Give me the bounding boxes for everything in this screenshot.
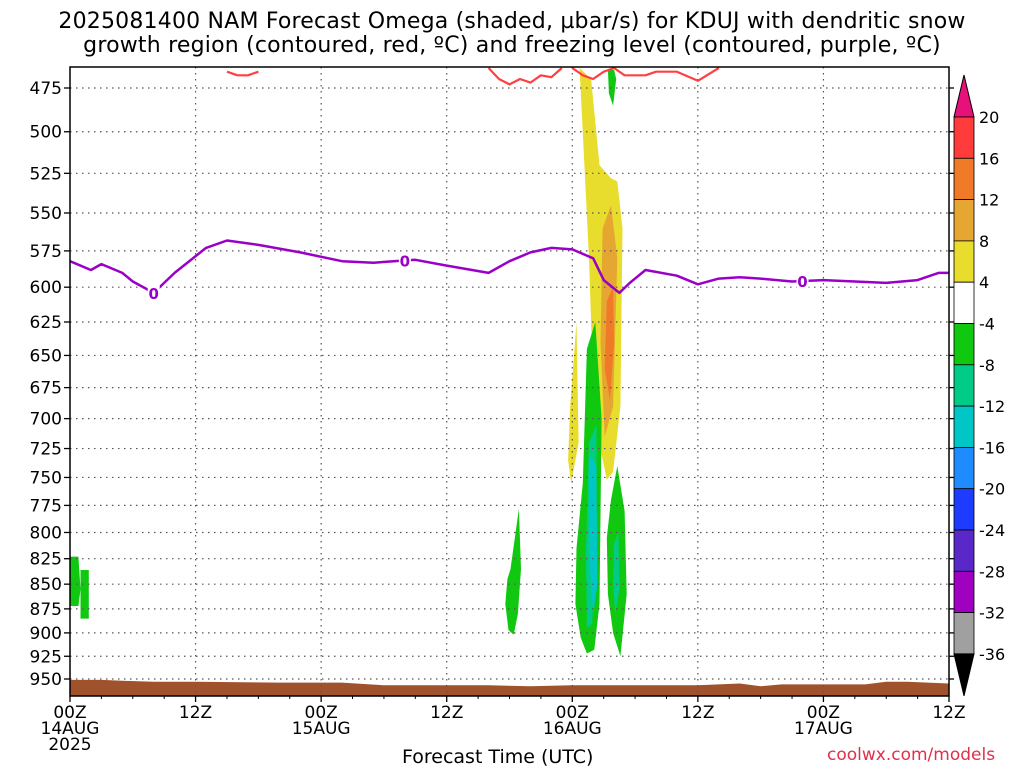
colorbar-bin — [953, 529, 975, 572]
colorbar-label: 12 — [979, 191, 999, 210]
colorbar-label: -28 — [979, 562, 1005, 581]
x-tick-label: 12Z — [179, 703, 212, 723]
omega-region — [589, 454, 598, 614]
omega-region — [505, 508, 521, 635]
colorbar-label: 4 — [979, 273, 989, 292]
colorbar-label: -20 — [979, 480, 1005, 499]
freezing-level-label-bg — [796, 273, 809, 290]
colorbar-bin — [953, 446, 975, 490]
y-tick-label: 875 — [30, 600, 62, 620]
y-tick-label: 750 — [30, 468, 62, 488]
x-tick-label: 12Z — [681, 703, 714, 723]
colorbar-bin — [953, 405, 975, 448]
x-axis-label: Forecast Time (UTC) — [402, 746, 594, 768]
dgz-contour — [571, 66, 720, 82]
colorbar-label: -36 — [979, 645, 1005, 664]
x-tick-label: 12Z — [932, 703, 965, 723]
source-credit[interactable]: coolwx.com/models — [827, 745, 996, 765]
freezing-level-label-bg — [398, 252, 411, 269]
y-tick-label: 800 — [30, 523, 62, 543]
x-tick-label: 00Z — [556, 703, 589, 723]
omega-shading-layer — [70, 68, 627, 657]
y-tick-label: 550 — [30, 204, 62, 224]
colorbar-bin — [953, 199, 975, 242]
y-tick-label: 850 — [30, 575, 62, 595]
colorbar-label: -16 — [979, 438, 1005, 457]
freezing-level-label: 0 — [400, 252, 410, 270]
x-tick-label: 15AUG — [292, 719, 351, 739]
y-tick-label: 475 — [30, 79, 62, 99]
x-tick-label: 17AUG — [794, 719, 853, 739]
omega-region — [568, 322, 579, 484]
freezing-level-label: 0 — [148, 285, 158, 303]
chart-title-line2: growth region (contoured, red, ºC) and f… — [83, 33, 941, 58]
y-tick-label: 950 — [30, 670, 62, 690]
colorbar-over-triangle — [953, 74, 975, 118]
colorbar-label: -32 — [979, 604, 1005, 623]
y-tick-label: 500 — [30, 123, 62, 143]
colorbar: 20 16 12 8 4 -4 -8 -12 -16 -20 -24 -28 -32 -36 — [953, 74, 1005, 697]
colorbar-bin — [953, 157, 975, 201]
y-tick-label: 625 — [30, 313, 62, 333]
axes-layer: 475 500 525 550 575 600 625 650 675 700 725 750 775 8… — [30, 79, 966, 755]
x-tick-label: 2025 — [48, 735, 91, 755]
x-tick-label: 14AUG — [41, 719, 100, 739]
colorbar-label: 8 — [979, 232, 989, 251]
freezing-level-line — [69, 239, 949, 295]
colorbar-bin — [953, 570, 975, 613]
freezing-level-label-bg — [147, 284, 160, 301]
x-tick-label: 12Z — [430, 703, 463, 723]
colorbar-under-triangle — [953, 653, 975, 697]
colorbar-label: 20 — [979, 108, 999, 127]
colorbar-bin — [953, 116, 975, 159]
y-tick-label: 650 — [30, 346, 62, 366]
y-tick-label: 675 — [30, 379, 62, 399]
y-tick-label: 575 — [30, 242, 62, 262]
x-tick-label: 16AUG — [543, 719, 602, 739]
colorbar-label: -8 — [979, 356, 995, 375]
colorbar-bin — [953, 323, 975, 366]
x-tick-label: 00Z — [53, 703, 86, 723]
terrain-layer — [70, 679, 949, 696]
colorbar-bin — [953, 364, 975, 407]
y-tick-label: 700 — [30, 410, 62, 430]
y-tick-label: 725 — [30, 440, 62, 460]
x-tick-label: 00Z — [807, 703, 840, 723]
x-tick-label: 00Z — [305, 703, 338, 723]
omega-region — [607, 69, 617, 106]
chart-title-line1: 2025081400 NAM Forecast Omega (shaded, µ… — [58, 9, 966, 34]
colorbar-bin — [953, 488, 975, 531]
colorbar-label: 16 — [979, 149, 999, 168]
colorbar-bin — [953, 240, 975, 283]
y-tick-label: 525 — [30, 164, 62, 184]
freezing-level-label: 0 — [797, 273, 807, 291]
y-tick-label: 900 — [30, 624, 62, 644]
y-tick-label: 925 — [30, 647, 62, 667]
contour-layer: 0 0 0 — [69, 66, 949, 303]
colorbar-bin — [953, 612, 975, 655]
colorbar-bin — [953, 281, 975, 324]
omega-region — [613, 532, 620, 614]
omega-region — [604, 287, 615, 401]
colorbar-label: -24 — [979, 521, 1005, 540]
omega-region — [80, 570, 89, 619]
terrain-area — [70, 679, 949, 696]
y-tick-label: 600 — [30, 278, 62, 298]
y-tick-label: 775 — [30, 496, 62, 516]
colorbar-label: -4 — [979, 315, 995, 334]
colorbar-label: -12 — [979, 397, 1005, 416]
omega-region — [70, 556, 81, 606]
y-tick-label: 825 — [30, 550, 62, 570]
dgz-contour — [487, 67, 563, 86]
dgz-contour — [226, 70, 259, 77]
